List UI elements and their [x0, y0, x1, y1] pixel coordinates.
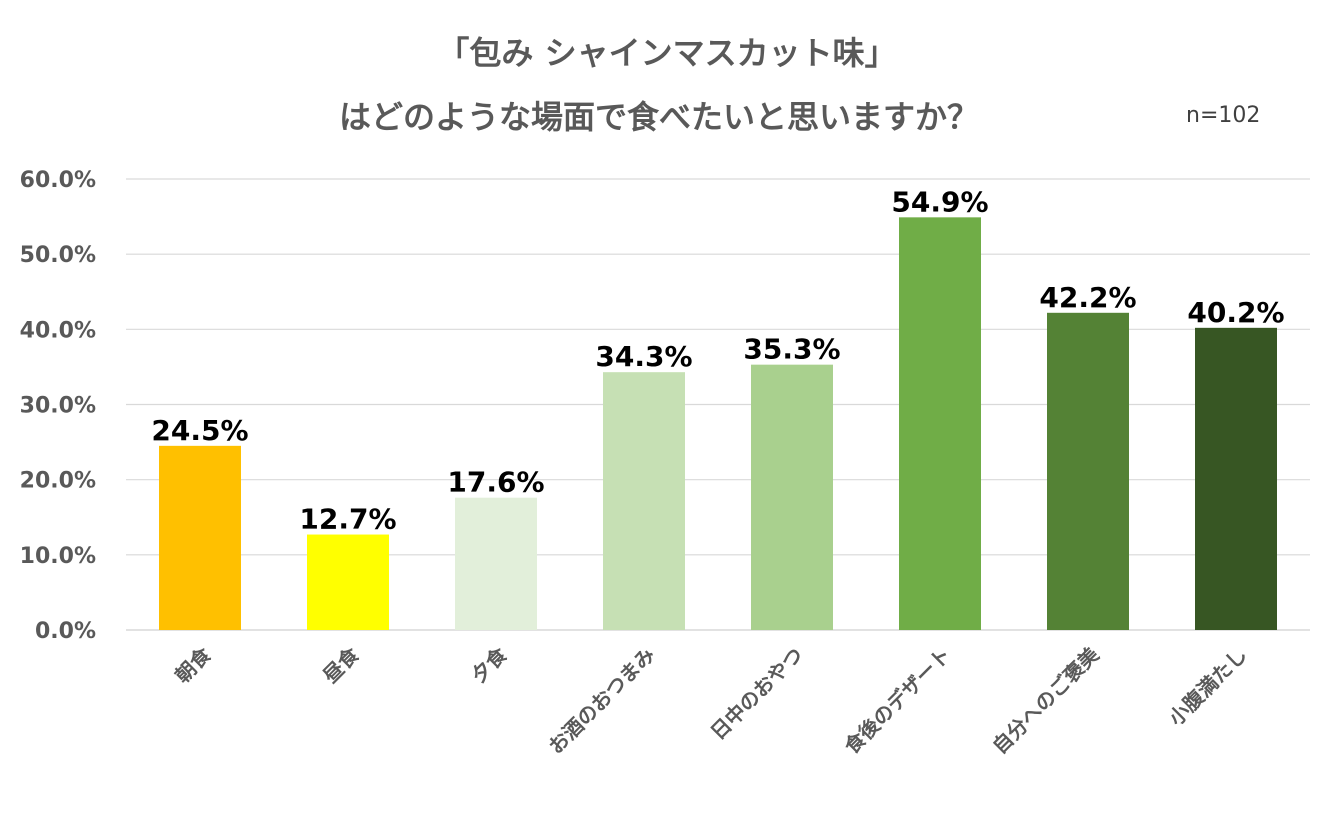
- data-label: 40.2%: [1187, 296, 1284, 329]
- bar: [1195, 327, 1277, 630]
- y-tick-label: 0.0%: [35, 619, 96, 644]
- bar: [899, 217, 981, 630]
- x-tick-label: 昼食: [318, 642, 364, 688]
- bar: [603, 372, 685, 630]
- data-label: 17.6%: [447, 466, 544, 499]
- data-label: 24.5%: [151, 414, 248, 447]
- x-tick-label: 朝食: [170, 642, 216, 688]
- y-tick-label: 30.0%: [20, 394, 96, 419]
- x-tick-label: 夕食: [466, 642, 512, 688]
- bar: [1047, 312, 1129, 630]
- y-tick-label: 60.0%: [20, 168, 96, 193]
- x-tick-label: お酒のおつまみ: [544, 643, 660, 759]
- sample-size-label: n=102: [1186, 103, 1261, 128]
- chart-title-line-1: 「包み シャインマスカット味」: [437, 34, 897, 72]
- y-tick-label: 20.0%: [20, 469, 96, 494]
- data-label: 12.7%: [299, 503, 396, 536]
- y-tick-label: 50.0%: [20, 243, 96, 268]
- bar: [751, 364, 833, 630]
- x-tick-label: 日中のおやつ: [706, 643, 808, 745]
- bar: [455, 497, 537, 630]
- data-label: 35.3%: [743, 333, 840, 366]
- data-label: 42.2%: [1039, 281, 1136, 314]
- data-label: 54.9%: [891, 185, 988, 218]
- y-tick-label: 40.0%: [20, 318, 96, 343]
- x-tick-label: 自分へのご褒美: [988, 642, 1105, 759]
- x-tick-label: 食後のデザート: [840, 643, 956, 759]
- bar: [159, 445, 241, 630]
- bar: [307, 534, 389, 630]
- y-tick-label: 10.0%: [20, 544, 96, 569]
- data-label: 34.3%: [595, 340, 692, 373]
- chart-title-line-2: はどのような場面で食べたいと思いますか？: [338, 98, 979, 136]
- x-tick-label: 小腹満たし: [1164, 643, 1252, 731]
